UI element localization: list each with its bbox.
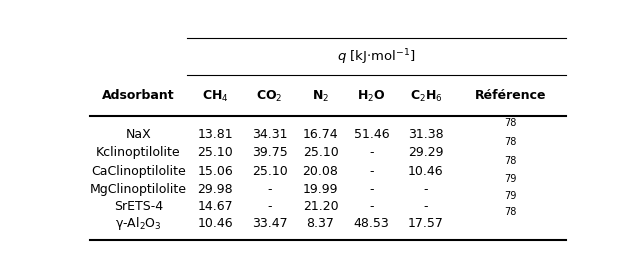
Text: -: - [424, 200, 428, 213]
Text: CH$_4$: CH$_4$ [202, 88, 228, 104]
Text: -: - [268, 183, 272, 196]
Text: -: - [369, 146, 374, 159]
Text: 78: 78 [504, 137, 516, 147]
Text: 33.47: 33.47 [252, 217, 287, 230]
Text: 17.57: 17.57 [408, 217, 444, 230]
Text: 79: 79 [504, 191, 516, 201]
Text: 20.08: 20.08 [303, 165, 339, 178]
Text: CO$_2$: CO$_2$ [257, 88, 283, 104]
Text: 31.38: 31.38 [408, 128, 444, 141]
Text: 78: 78 [504, 207, 516, 217]
Text: SrETS-4: SrETS-4 [114, 200, 163, 213]
Text: -: - [424, 183, 428, 196]
Text: CaClinoptilolite: CaClinoptilolite [91, 165, 186, 178]
Text: 14.67: 14.67 [197, 200, 233, 213]
Text: $q$ [kJ$\cdot$mol$^{-1}$]: $q$ [kJ$\cdot$mol$^{-1}$] [337, 47, 415, 67]
Text: 15.06: 15.06 [197, 165, 233, 178]
Text: 78: 78 [504, 155, 516, 166]
Text: NaX: NaX [125, 128, 151, 141]
Text: 25.10: 25.10 [197, 146, 233, 159]
Text: 34.31: 34.31 [252, 128, 287, 141]
Text: N$_2$: N$_2$ [312, 88, 329, 104]
Text: 25.10: 25.10 [252, 165, 287, 178]
Text: MgClinoptilolite: MgClinoptilolite [90, 183, 187, 196]
Text: 51.46: 51.46 [353, 128, 389, 141]
Text: 10.46: 10.46 [197, 217, 233, 230]
Text: 16.74: 16.74 [303, 128, 339, 141]
Text: 78: 78 [504, 118, 516, 128]
Text: -: - [369, 165, 374, 178]
Text: 19.99: 19.99 [303, 183, 339, 196]
Text: Référence: Référence [474, 89, 546, 103]
Text: 21.20: 21.20 [303, 200, 339, 213]
Text: 8.37: 8.37 [307, 217, 335, 230]
Text: 25.10: 25.10 [303, 146, 339, 159]
Text: Kclinoptilolite: Kclinoptilolite [96, 146, 180, 159]
Text: Adsorbant: Adsorbant [102, 89, 175, 103]
Text: 13.81: 13.81 [197, 128, 233, 141]
Text: 29.29: 29.29 [408, 146, 444, 159]
Text: 79: 79 [504, 174, 516, 184]
Text: 10.46: 10.46 [408, 165, 444, 178]
Text: 39.75: 39.75 [252, 146, 287, 159]
Text: C$_2$H$_6$: C$_2$H$_6$ [410, 88, 442, 104]
Text: -: - [268, 200, 272, 213]
Text: 29.98: 29.98 [197, 183, 233, 196]
Text: 48.53: 48.53 [353, 217, 389, 230]
Text: H$_2$O: H$_2$O [357, 88, 386, 104]
Text: -: - [369, 183, 374, 196]
Text: -: - [369, 200, 374, 213]
Text: γ-Al$_2$O$_3$: γ-Al$_2$O$_3$ [115, 215, 162, 232]
